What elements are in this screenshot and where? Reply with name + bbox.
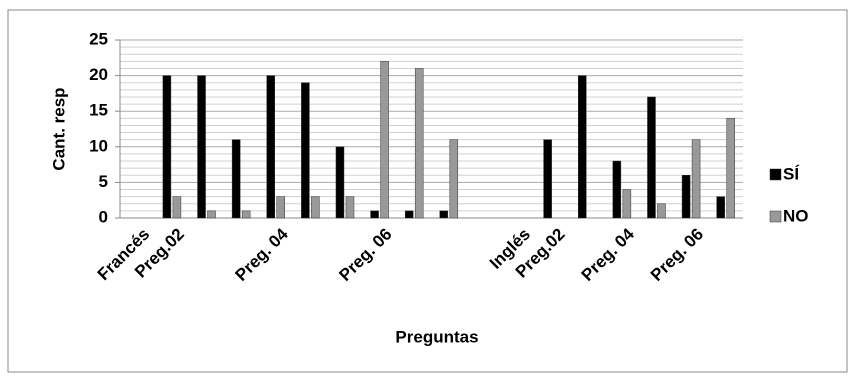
bar	[301, 82, 310, 219]
y-axis-label: Cant. resp	[49, 87, 68, 170]
bar	[439, 210, 449, 219]
y-tick-label: 15	[89, 101, 108, 120]
legend-swatch	[769, 168, 782, 181]
y-tick-label: 10	[89, 136, 108, 155]
bar	[370, 210, 379, 219]
chart-border	[7, 9, 848, 373]
y-tick-label: 0	[99, 207, 108, 226]
bar	[716, 196, 725, 219]
bar	[311, 196, 320, 219]
bar	[647, 96, 656, 219]
bar	[612, 160, 622, 219]
legend-label: NO	[783, 206, 809, 225]
x-axis-label: Preguntas	[395, 327, 478, 346]
bar	[231, 139, 241, 219]
bar	[162, 75, 172, 219]
bar	[578, 75, 587, 219]
bar	[404, 210, 414, 219]
bar	[276, 196, 285, 219]
legend-label: SÍ	[783, 164, 800, 183]
bar	[380, 61, 389, 219]
legend-swatch	[769, 210, 782, 223]
bar	[622, 189, 632, 219]
bar	[414, 68, 424, 219]
bar	[449, 139, 459, 219]
bar	[657, 203, 666, 219]
bar	[681, 175, 691, 219]
bar	[266, 75, 275, 219]
bar	[241, 210, 251, 219]
bar	[197, 75, 206, 219]
y-tick-label: 5	[99, 172, 108, 191]
bar	[691, 139, 701, 219]
bar	[172, 196, 182, 219]
bar	[335, 146, 345, 219]
y-tick-label: 25	[89, 29, 108, 48]
bar	[207, 210, 216, 219]
bar	[543, 139, 552, 219]
bar	[726, 118, 735, 219]
bar	[345, 196, 355, 219]
y-tick-label: 20	[89, 65, 108, 84]
